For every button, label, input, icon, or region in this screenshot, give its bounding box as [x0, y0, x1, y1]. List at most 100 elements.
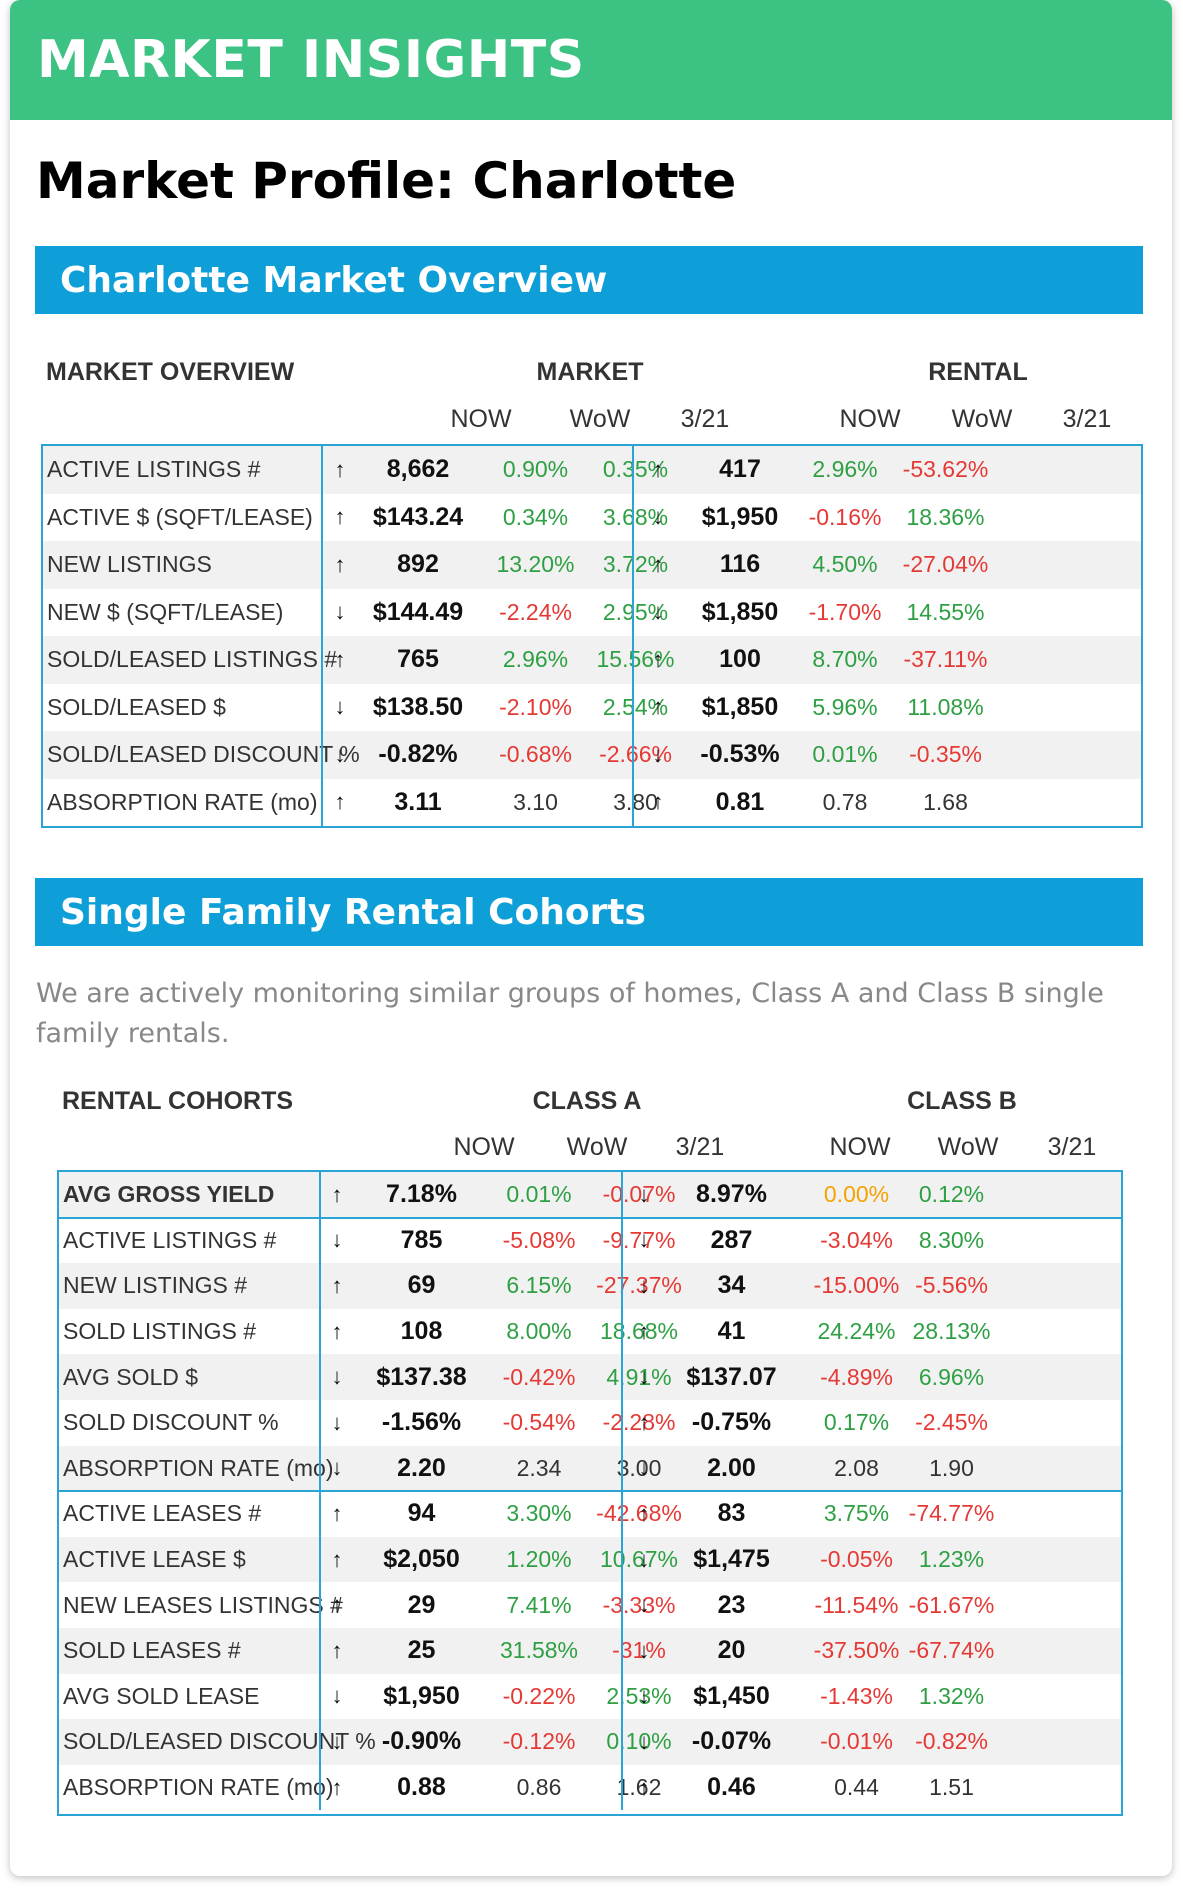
value-wow-right: 24.24% — [817, 1318, 896, 1345]
value-now-left: $1,950 — [383, 1681, 460, 1710]
trend-arrow-icon: ↑ — [331, 1774, 343, 1800]
trend-arrow-icon: ↑ — [334, 646, 346, 672]
trend-arrow-icon: ↑ — [652, 456, 664, 482]
trend-arrow-icon: ↓ — [652, 504, 664, 530]
value-wow-left: 0.86 — [516, 1774, 562, 1801]
row-label: NEW $ (SQFT/LEASE) — [47, 598, 284, 625]
row-label: SOLD LISTINGS # — [63, 1318, 257, 1345]
table-row: SOLD LEASES # ↑ 25 31.58% -31% ↓ 20 -37.50% -67.… — [59, 1628, 1121, 1674]
row-label: AVG SOLD $ — [63, 1363, 199, 1390]
value-now-right: 417 — [719, 455, 761, 484]
table-row: SOLD/LEASED LISTINGS # ↑ 765 2.96% 15.56% ↑ 10… — [43, 636, 1141, 684]
value-prev-right: 1.51 — [929, 1774, 974, 1801]
value-now-left: $138.50 — [372, 692, 464, 721]
value-wow-right: -0.05% — [820, 1546, 893, 1573]
row-divider — [59, 1490, 1121, 1492]
value-now-right: $1,475 — [693, 1545, 770, 1574]
trend-arrow-icon: ↓ — [638, 1364, 650, 1390]
value-now-left: -0.82% — [378, 740, 458, 769]
value-wow-left: 31.58% — [499, 1637, 578, 1664]
value-prev-right: -61.67% — [908, 1591, 995, 1618]
row-label: ACTIVE LEASE $ — [63, 1546, 246, 1573]
value-prev-right: 11.08% — [907, 693, 984, 720]
value-now-right: -0.53% — [700, 740, 780, 769]
cohorts-description: We are actively monitoring similar group… — [36, 978, 1104, 1049]
value-wow-left: 0.90% — [502, 456, 569, 483]
row-label: ACTIVE LISTINGS # — [47, 456, 261, 483]
trend-arrow-icon: ↓ — [331, 1227, 343, 1253]
row-label: SOLD/LEASED LISTINGS # — [47, 646, 338, 673]
trend-arrow-icon: ↑ — [331, 1500, 343, 1526]
page-title: Market Profile: Charlotte — [36, 152, 737, 210]
value-prev-left: 4.91% — [606, 1363, 672, 1390]
value-wow-right: -37.50% — [813, 1637, 900, 1664]
table-row: ACTIVE LISTINGS # ↑ 8,662 0.90% 0.35% ↑ 417 2.9… — [43, 446, 1141, 494]
value-wow-right: -1.43% — [820, 1682, 893, 1709]
value-now-right: 23 — [717, 1590, 746, 1619]
value-now-left: 8,662 — [386, 455, 450, 484]
value-prev-right: 1.23% — [918, 1546, 985, 1573]
banner-title: MARKET INSIGHTS — [37, 30, 585, 90]
table-row: NEW LISTINGS # ↑ 69 6.15% -27.37% ↓ 34 -15.00% -… — [59, 1263, 1121, 1309]
value-now-right: $1,850 — [701, 692, 779, 721]
trend-arrow-icon: ↓ — [331, 1455, 343, 1481]
value-now-right: 287 — [710, 1225, 753, 1254]
table-row: NEW LISTINGS ↑ 892 13.20% 3.72% ↑ 116 4.50% -27.… — [43, 541, 1141, 589]
value-wow-right: 0.00% — [823, 1181, 890, 1208]
trend-arrow-icon: ↑ — [334, 789, 346, 815]
value-prev-left: -2.66% — [599, 741, 672, 768]
row-label: NEW LEASES LISTINGS # — [63, 1591, 343, 1618]
value-prev-left: -42.68% — [596, 1500, 682, 1527]
trend-arrow-icon: ↓ — [638, 1227, 650, 1253]
row-label: ACTIVE LEASES # — [63, 1500, 262, 1527]
value-now-left: $137.38 — [376, 1362, 467, 1391]
value-wow-left: 3.10 — [513, 788, 558, 815]
value-wow-left: -0.12% — [502, 1728, 576, 1755]
value-wow-right: 0.01% — [812, 741, 878, 768]
cohorts-group-class-a: CLASS A — [532, 1087, 642, 1115]
value-prev-right: -37.11% — [903, 646, 988, 673]
overview-section-title: Charlotte Market Overview — [60, 259, 608, 301]
value-now-right: -0.07% — [691, 1727, 772, 1756]
row-label: ACTIVE $ (SQFT/LEASE) — [47, 503, 313, 530]
row-label: ABSORPTION RATE (mo) — [63, 1774, 334, 1801]
trend-arrow-icon: ↓ — [334, 694, 346, 720]
value-wow-left: -0.54% — [502, 1409, 576, 1436]
value-wow-left: 2.34 — [516, 1454, 562, 1481]
trend-arrow-icon: ↓ — [334, 741, 346, 767]
value-prev-right: 1.32% — [918, 1682, 985, 1709]
value-prev-right: -27.04% — [902, 551, 989, 578]
trend-arrow-icon: ↑ — [334, 456, 346, 482]
overview-section-header: Charlotte Market Overview — [35, 246, 1143, 314]
value-now-left: $144.49 — [372, 597, 464, 626]
value-now-left: 3.11 — [394, 787, 442, 816]
trend-arrow-icon: ↑ — [334, 504, 346, 530]
cohorts-col-now-a: NOW — [453, 1133, 515, 1161]
cohorts-col-wow-b: WoW — [937, 1133, 999, 1161]
overview-col-now-a: NOW — [450, 405, 512, 433]
value-prev-right: -0.35% — [909, 741, 982, 768]
value-prev-left: 10.67% — [599, 1546, 678, 1573]
trend-arrow-icon: ↓ — [331, 1409, 343, 1435]
value-now-left: 108 — [400, 1317, 443, 1346]
value-now-right: 100 — [719, 645, 761, 674]
trend-arrow-icon: ↓ — [638, 1181, 650, 1207]
trend-arrow-icon: ↑ — [638, 1774, 650, 1800]
trend-arrow-icon: ↓ — [638, 1637, 650, 1663]
value-prev-left: -3.33% — [602, 1591, 676, 1618]
value-wow-right: 8.70% — [812, 646, 878, 673]
table-row: SOLD/LEASED $ ↓ $138.50 -2.10% 2.54% ↑ $1,850 5… — [43, 684, 1141, 732]
value-now-right: -0.75% — [691, 1408, 772, 1437]
value-prev-left: 2.54% — [602, 693, 669, 720]
value-prev-right: 8.30% — [918, 1226, 985, 1253]
table-row: ACTIVE $ (SQFT/LEASE) ↑ $143.24 0.34% 3.68% ↓… — [43, 494, 1141, 542]
row-label: SOLD/LEASED $ — [47, 693, 226, 720]
table-row: SOLD/LEASED DISCOUNT % ↓ -0.82% -0.68% -2.66… — [43, 731, 1141, 779]
value-wow-left: 3.30% — [506, 1500, 572, 1527]
value-now-right: 41 — [717, 1317, 746, 1346]
value-prev-right: 0.12% — [918, 1181, 985, 1208]
value-prev-left: -27.37% — [596, 1272, 682, 1299]
value-prev-right: 1.90 — [929, 1454, 974, 1481]
value-prev-left: 0.35% — [602, 456, 669, 483]
value-now-left: $143.24 — [372, 502, 464, 531]
